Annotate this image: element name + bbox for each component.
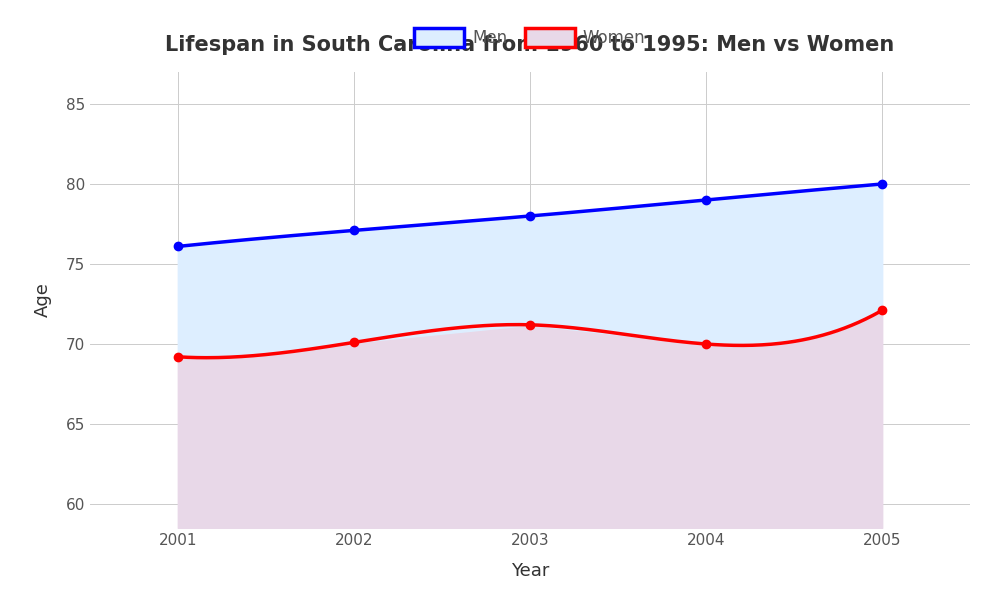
Title: Lifespan in South Carolina from 1960 to 1995: Men vs Women: Lifespan in South Carolina from 1960 to … bbox=[165, 35, 895, 55]
Y-axis label: Age: Age bbox=[34, 283, 52, 317]
X-axis label: Year: Year bbox=[511, 562, 549, 580]
Legend: Men, Women: Men, Women bbox=[408, 21, 652, 53]
